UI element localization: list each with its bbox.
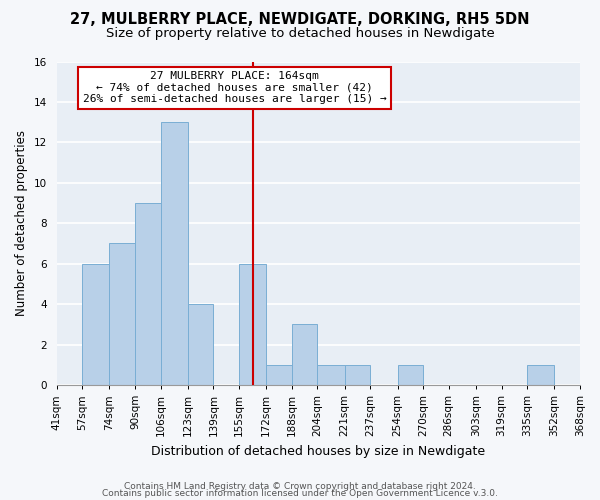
Text: 27, MULBERRY PLACE, NEWDIGATE, DORKING, RH5 5DN: 27, MULBERRY PLACE, NEWDIGATE, DORKING, …: [70, 12, 530, 28]
Bar: [527, 365, 554, 385]
Text: Size of property relative to detached houses in Newdigate: Size of property relative to detached ho…: [106, 28, 494, 40]
Bar: [239, 264, 266, 385]
X-axis label: Distribution of detached houses by size in Newdigate: Distribution of detached houses by size …: [151, 444, 485, 458]
Bar: [161, 122, 188, 385]
Text: Contains HM Land Registry data © Crown copyright and database right 2024.: Contains HM Land Registry data © Crown c…: [124, 482, 476, 491]
Y-axis label: Number of detached properties: Number of detached properties: [15, 130, 28, 316]
Bar: [398, 365, 423, 385]
Bar: [109, 244, 135, 385]
Bar: [266, 365, 292, 385]
Bar: [82, 264, 109, 385]
Bar: [188, 304, 214, 385]
Text: Contains public sector information licensed under the Open Government Licence v.: Contains public sector information licen…: [102, 490, 498, 498]
Bar: [135, 203, 161, 385]
Bar: [292, 324, 317, 385]
Bar: [344, 365, 370, 385]
Text: 27 MULBERRY PLACE: 164sqm
← 74% of detached houses are smaller (42)
26% of semi-: 27 MULBERRY PLACE: 164sqm ← 74% of detac…: [83, 71, 386, 104]
Bar: [317, 365, 344, 385]
